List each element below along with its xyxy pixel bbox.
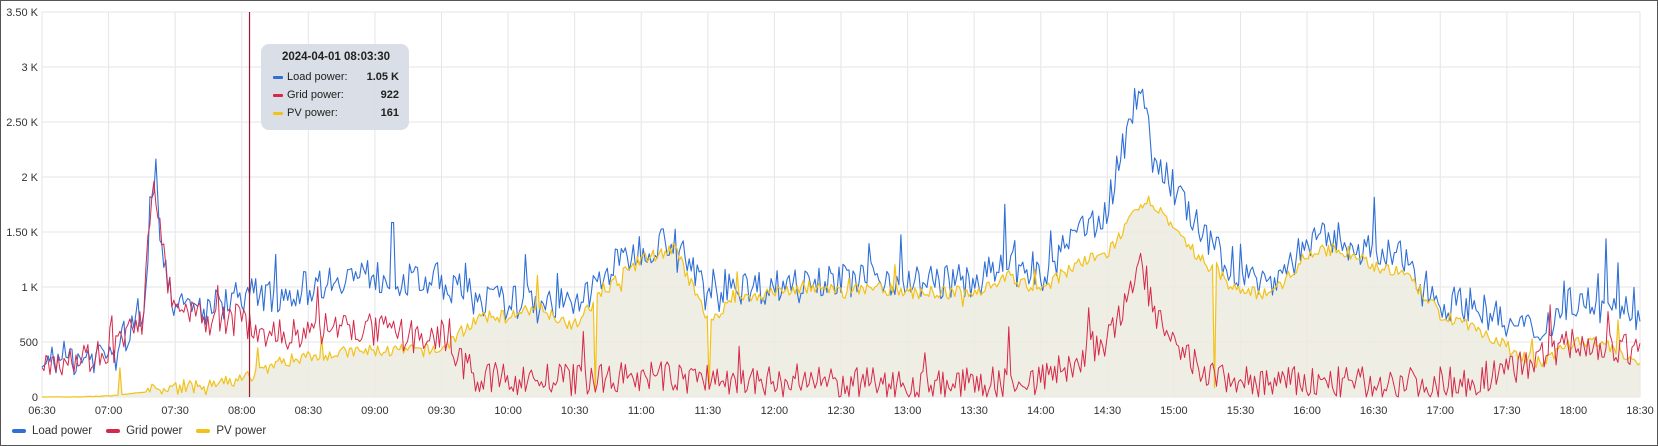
x-tick-label: 12:00 xyxy=(761,405,789,417)
x-tick-label: 17:00 xyxy=(1426,405,1454,417)
legend-item-grid[interactable]: Grid power xyxy=(106,425,182,437)
x-tick-label: 15:30 xyxy=(1227,405,1255,417)
x-tick-label: 12:30 xyxy=(827,405,855,417)
series-lines xyxy=(41,88,1641,398)
load-swatch-icon xyxy=(273,75,283,79)
x-tick-label: 14:00 xyxy=(1027,405,1055,417)
legend-label: PV power xyxy=(216,425,267,437)
legend-item-load[interactable]: Load power xyxy=(12,425,92,437)
legend-label: Load power xyxy=(32,425,93,437)
tooltip-value: 161 xyxy=(380,107,399,119)
x-tick-label: 07:30 xyxy=(161,405,189,417)
y-tick-label: 3.50 K xyxy=(6,7,38,19)
x-tick-label: 16:30 xyxy=(1360,405,1388,417)
x-tick-label: 11:00 xyxy=(628,405,655,417)
tooltip-row-load: Load power: 1.05 K xyxy=(273,68,399,86)
x-tick-label: 14:30 xyxy=(1094,405,1122,417)
tooltip-value: 922 xyxy=(380,89,399,101)
x-tick-label: 06:30 xyxy=(28,405,56,417)
tooltip-label: Grid power: xyxy=(287,89,344,101)
y-tick-label: 0 xyxy=(32,392,38,404)
legend-item-pv[interactable]: PV power xyxy=(196,425,266,437)
pv-area xyxy=(42,196,1640,397)
tooltip-label: PV power: xyxy=(287,107,338,119)
x-tick-label: 09:30 xyxy=(428,405,456,417)
load-power-line xyxy=(41,88,1641,376)
x-tick-label: 11:30 xyxy=(694,405,721,417)
x-tick-label: 16:00 xyxy=(1293,405,1321,417)
x-tick-label: 13:30 xyxy=(960,405,988,417)
x-tick-label: 10:30 xyxy=(561,405,589,417)
hover-tooltip: 2024-04-01 08:03:30 Load power: 1.05 K G… xyxy=(261,44,409,130)
x-tick-label: 08:00 xyxy=(228,405,256,417)
grid-power-line xyxy=(41,180,1641,398)
tooltip-label: Load power: xyxy=(287,71,348,83)
y-tick-label: 2.50 K xyxy=(6,117,38,129)
x-tick-label: 18:00 xyxy=(1560,405,1588,417)
tooltip-timestamp: 2024-04-01 08:03:30 xyxy=(281,51,391,63)
pv-area-fill xyxy=(42,196,1640,397)
load-legend-swatch-icon xyxy=(12,429,26,433)
y-tick-label: 1 K xyxy=(21,282,38,294)
y-tick-label: 3 K xyxy=(21,62,38,74)
legend-label: Grid power xyxy=(126,425,183,437)
grid-legend-swatch-icon xyxy=(106,429,121,433)
y-tick-label: 2 K xyxy=(21,172,38,184)
x-tick-label: 13:00 xyxy=(894,405,922,417)
y-axis-ticks: 0 500 1 K 1.50 K 2 K 2.50 K 3 K 3.50 K xyxy=(6,7,38,404)
grid-swatch-icon xyxy=(273,93,283,97)
pv-power-line xyxy=(42,195,1641,398)
x-tick-label: 17:30 xyxy=(1493,405,1521,417)
tooltip-row-pv: PV power: 161 xyxy=(273,104,399,122)
x-tick-label: 07:00 xyxy=(95,405,123,417)
power-chart[interactable]: 0 500 1 K 1.50 K 2 K 2.50 K 3 K 3.50 K 06:30 07:… xyxy=(0,0,1658,422)
x-tick-label: 10:00 xyxy=(494,405,522,417)
x-axis-ticks: 06:30 07:00 07:30 08:00 08:30 09:00 09:30 10:00… xyxy=(28,405,1654,417)
tooltip-row-grid: Grid power: 922 xyxy=(273,86,399,104)
y-tick-label: 500 xyxy=(20,337,38,349)
pv-swatch-icon xyxy=(273,111,283,115)
pv-legend-swatch-icon xyxy=(196,429,211,433)
y-tick-label: 1.50 K xyxy=(6,227,38,239)
tooltip-value: 1.05 K xyxy=(366,71,399,83)
x-tick-label: 15:00 xyxy=(1160,405,1188,417)
x-tick-label: 09:00 xyxy=(361,405,389,417)
x-tick-label: 18:30 xyxy=(1626,405,1654,417)
x-tick-label: 08:30 xyxy=(295,405,323,417)
chart-legend: Load power Grid power PV power xyxy=(12,425,280,437)
